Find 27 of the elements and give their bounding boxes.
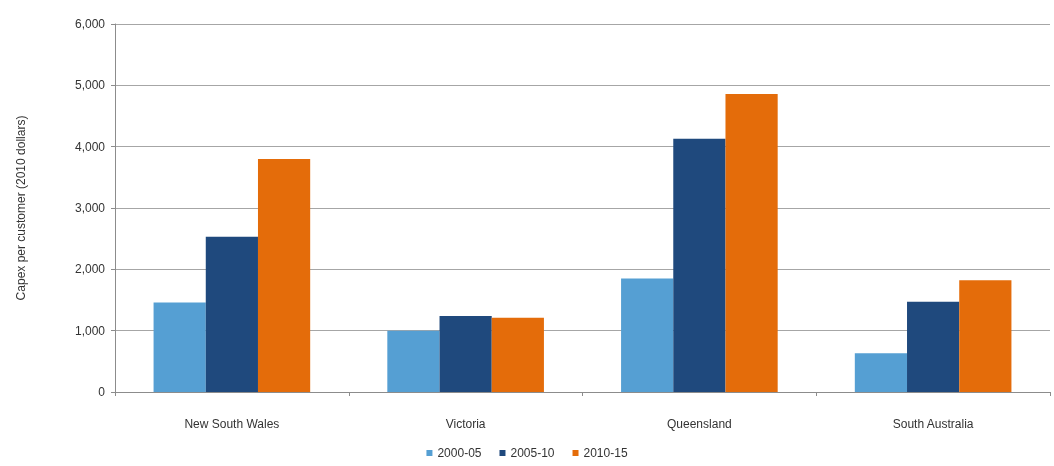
- bar: [621, 278, 674, 392]
- y-tick-label: 6,000: [74, 17, 106, 31]
- bar: [491, 317, 544, 392]
- bar: [205, 236, 258, 392]
- bar: [153, 302, 206, 392]
- bar: [907, 301, 960, 392]
- x-tick-label: South Australia: [892, 417, 974, 431]
- legend-label: 2010-15: [583, 446, 628, 460]
- legend-label: 2005-10: [510, 446, 555, 460]
- y-tick-label: 3,000: [74, 201, 106, 215]
- bar: [725, 93, 778, 392]
- y-tick-label: 0: [98, 385, 106, 399]
- bar: [673, 138, 726, 392]
- bar: [439, 315, 492, 392]
- bar: [854, 353, 908, 392]
- x-tick-label: New South Wales: [184, 417, 280, 431]
- y-tick-label: 5,000: [74, 78, 106, 93]
- x-tick-label: Queensland: [667, 417, 732, 431]
- bar: [959, 280, 1012, 392]
- y-tick-label: 2,000: [74, 262, 106, 277]
- x-tick-label: Victoria: [445, 417, 486, 431]
- y-axis-title: Capex per customer (2010 dollars): [14, 115, 28, 301]
- y-tick-label: 1,000: [74, 323, 106, 338]
- bar: [257, 158, 311, 392]
- legend-label: 2000-05: [437, 446, 482, 460]
- y-tick-label: 4,000: [74, 139, 106, 154]
- bar: [387, 330, 440, 392]
